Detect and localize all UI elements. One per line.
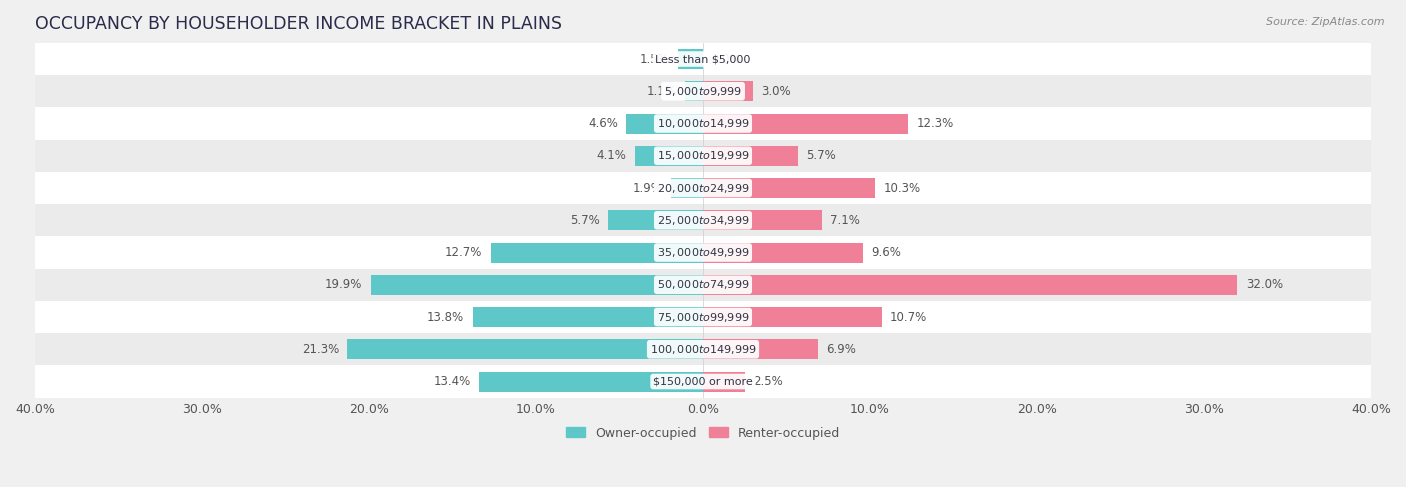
Text: 1.5%: 1.5%: [640, 53, 669, 66]
Text: 19.9%: 19.9%: [325, 278, 363, 291]
Text: 1.9%: 1.9%: [633, 182, 662, 194]
Text: 1.1%: 1.1%: [647, 85, 676, 98]
Bar: [703, 372, 745, 392]
Text: 32.0%: 32.0%: [1246, 278, 1282, 291]
Bar: [347, 339, 703, 359]
Text: 10.7%: 10.7%: [890, 311, 928, 323]
Bar: [703, 113, 908, 133]
Text: $25,000 to $34,999: $25,000 to $34,999: [657, 214, 749, 227]
Bar: [703, 243, 863, 262]
Text: 2.5%: 2.5%: [754, 375, 783, 388]
Text: Source: ZipAtlas.com: Source: ZipAtlas.com: [1267, 17, 1385, 27]
Bar: [479, 372, 703, 392]
Text: Less than $5,000: Less than $5,000: [655, 54, 751, 64]
Text: 13.4%: 13.4%: [433, 375, 471, 388]
Bar: [35, 108, 1371, 140]
Bar: [607, 210, 703, 230]
Bar: [35, 75, 1371, 108]
Text: $75,000 to $99,999: $75,000 to $99,999: [657, 311, 749, 323]
Bar: [35, 269, 1371, 301]
Bar: [703, 146, 799, 166]
Text: OCCUPANCY BY HOUSEHOLDER INCOME BRACKET IN PLAINS: OCCUPANCY BY HOUSEHOLDER INCOME BRACKET …: [35, 15, 562, 33]
Bar: [703, 307, 882, 327]
Text: 5.7%: 5.7%: [569, 214, 599, 227]
Text: 3.0%: 3.0%: [762, 85, 792, 98]
Bar: [472, 307, 703, 327]
Text: 21.3%: 21.3%: [302, 343, 339, 356]
Bar: [703, 178, 875, 198]
Text: 12.3%: 12.3%: [917, 117, 955, 130]
Bar: [626, 113, 703, 133]
Bar: [35, 204, 1371, 236]
Bar: [685, 81, 703, 101]
Text: 5.7%: 5.7%: [807, 150, 837, 162]
Text: 12.7%: 12.7%: [446, 246, 482, 259]
Bar: [703, 275, 1237, 295]
Text: $20,000 to $24,999: $20,000 to $24,999: [657, 182, 749, 194]
Text: $35,000 to $49,999: $35,000 to $49,999: [657, 246, 749, 259]
Text: 6.9%: 6.9%: [827, 343, 856, 356]
Bar: [491, 243, 703, 262]
Text: $50,000 to $74,999: $50,000 to $74,999: [657, 278, 749, 291]
Text: $100,000 to $149,999: $100,000 to $149,999: [650, 343, 756, 356]
Bar: [703, 210, 821, 230]
Bar: [35, 172, 1371, 204]
Bar: [703, 339, 818, 359]
Text: $10,000 to $14,999: $10,000 to $14,999: [657, 117, 749, 130]
Bar: [35, 333, 1371, 365]
Text: $15,000 to $19,999: $15,000 to $19,999: [657, 150, 749, 162]
Legend: Owner-occupied, Renter-occupied: Owner-occupied, Renter-occupied: [561, 422, 845, 445]
Bar: [35, 140, 1371, 172]
Text: 4.6%: 4.6%: [588, 117, 617, 130]
Text: 9.6%: 9.6%: [872, 246, 901, 259]
Bar: [703, 81, 754, 101]
Text: 0.0%: 0.0%: [711, 53, 741, 66]
Bar: [35, 236, 1371, 269]
Bar: [671, 178, 703, 198]
Text: 4.1%: 4.1%: [596, 150, 626, 162]
Text: $5,000 to $9,999: $5,000 to $9,999: [664, 85, 742, 98]
Bar: [35, 301, 1371, 333]
Bar: [35, 365, 1371, 398]
Text: $150,000 or more: $150,000 or more: [654, 376, 752, 387]
Bar: [634, 146, 703, 166]
Text: 7.1%: 7.1%: [830, 214, 860, 227]
Bar: [35, 43, 1371, 75]
Bar: [371, 275, 703, 295]
Text: 13.8%: 13.8%: [427, 311, 464, 323]
Bar: [678, 49, 703, 69]
Text: 10.3%: 10.3%: [883, 182, 921, 194]
